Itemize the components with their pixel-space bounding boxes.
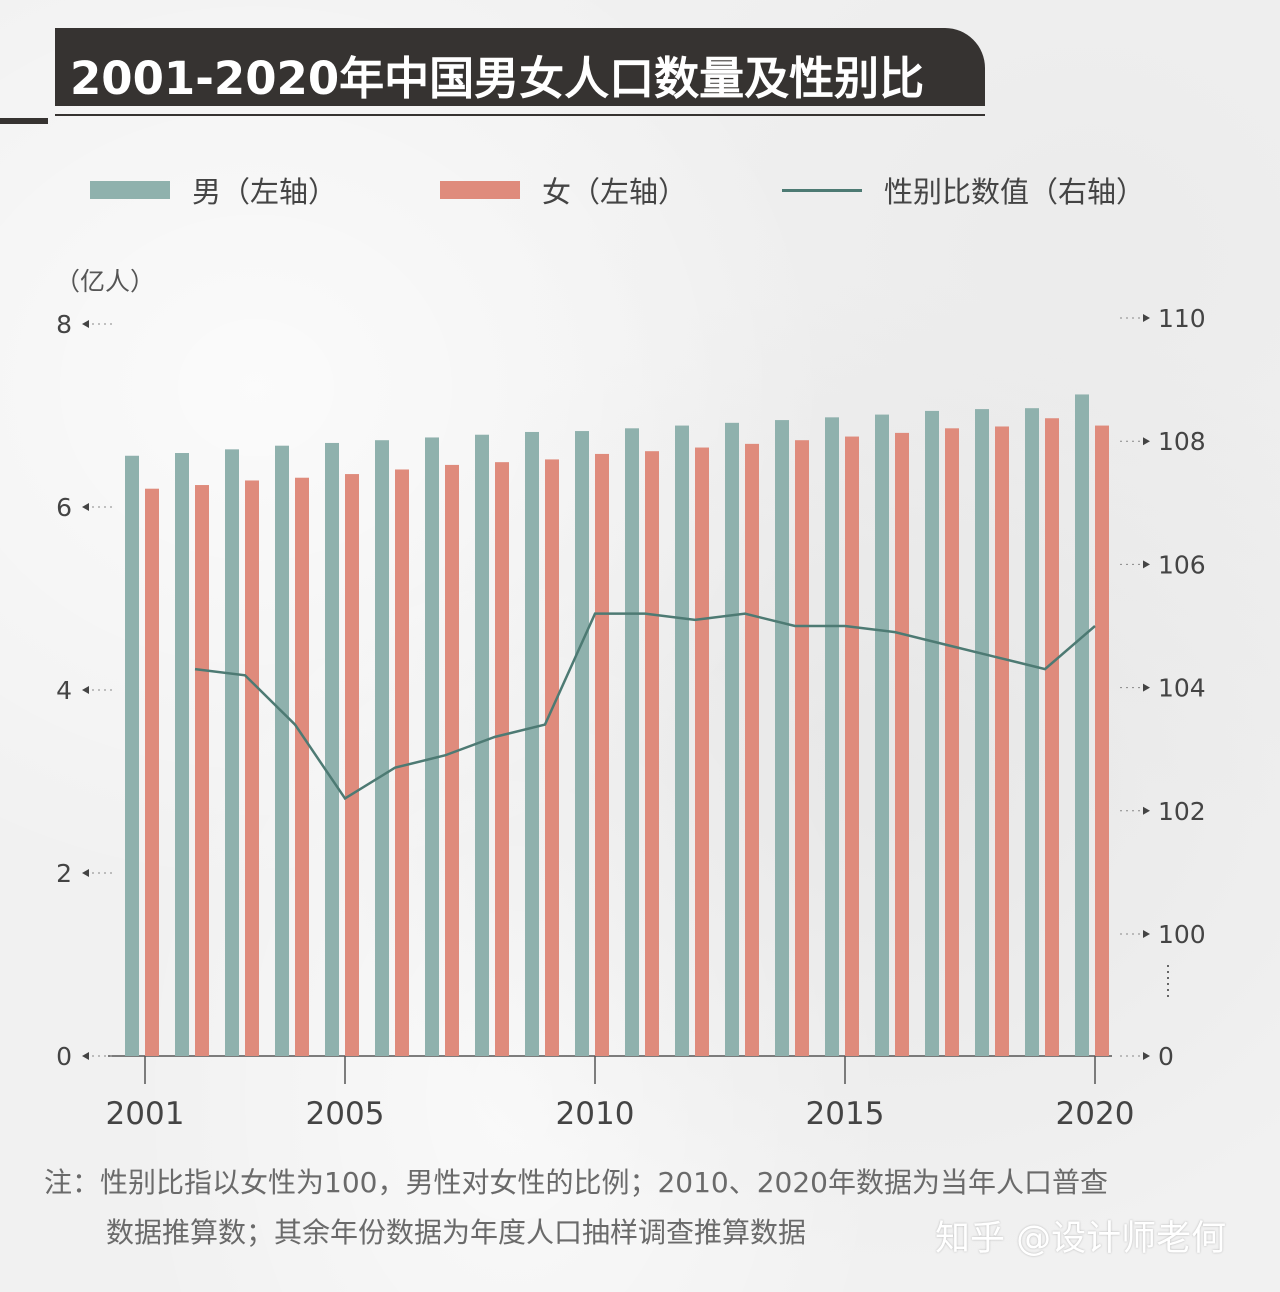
left-axis-tick-arrow — [82, 1052, 89, 1060]
bar-female-2016 — [895, 432, 909, 1056]
legend-female-label: 女（左轴） — [542, 175, 688, 209]
bar-male-2012 — [675, 425, 689, 1056]
bar-male-2010 — [575, 431, 589, 1056]
left-axis-tick-arrow — [82, 320, 89, 328]
bar-male-2013 — [725, 422, 739, 1056]
x-axis-tick-label-2005: 2005 — [306, 1096, 385, 1132]
right-axis-tick-label: 108 — [1158, 427, 1206, 456]
legend-female: 女（左轴） — [440, 170, 687, 210]
right-axis-tick-arrow — [1143, 1052, 1150, 1060]
right-axis-tick-label: 100 — [1158, 920, 1206, 949]
left-axis-unit-label: （亿人） — [55, 267, 156, 296]
right-axis-tick-arrow — [1143, 683, 1150, 692]
legend-ratio-line — [782, 188, 862, 192]
bar-male-2003 — [225, 449, 239, 1057]
bar-male-2019 — [1025, 408, 1039, 1056]
right-axis-tick-label: 104 — [1158, 674, 1206, 703]
legend-male-label: 男（左轴） — [192, 175, 338, 209]
bar-male-2009 — [525, 431, 539, 1057]
title-underline — [55, 114, 985, 116]
bar-male-2016 — [875, 414, 889, 1057]
x-axis-tick-label-2010: 2010 — [556, 1096, 635, 1132]
bar-male-2004 — [275, 445, 289, 1056]
left-axis-tick-arrow — [82, 503, 89, 511]
bar-female-2004 — [295, 477, 309, 1057]
right-axis-tick-label: 0 — [1158, 1042, 1174, 1071]
title-bar — [55, 28, 985, 106]
right-axis-tick-label: 110 — [1158, 304, 1206, 333]
right-axis-tick-arrow — [1143, 437, 1150, 446]
bar-female-2009 — [545, 459, 559, 1056]
bar-male-2005 — [325, 442, 339, 1056]
bar-female-2005 — [345, 474, 359, 1056]
legend-ratio: 性别比数值（右轴） — [782, 170, 1145, 210]
x-axis-tick-label-2020: 2020 — [1056, 1096, 1135, 1132]
left-axis-tick-arrow — [82, 686, 89, 694]
bar-female-2015 — [845, 436, 859, 1056]
legend-ratio-label: 性别比数值（右轴） — [884, 175, 1146, 209]
left-axis-tick-label: 4 — [56, 676, 72, 705]
left-axis-tick-label: 6 — [56, 493, 72, 522]
bar-male-2011 — [625, 428, 639, 1056]
bar-male-2017 — [925, 410, 939, 1056]
bar-female-2003 — [245, 480, 259, 1057]
bar-female-2006 — [395, 469, 409, 1056]
right-axis-tick-label: 106 — [1158, 550, 1206, 579]
bar-male-2001 — [125, 455, 139, 1056]
bar-male-2008 — [475, 434, 489, 1057]
left-axis-tick-label: 0 — [56, 1042, 72, 1071]
bar-female-2017 — [945, 428, 959, 1056]
bar-male-2018 — [975, 409, 989, 1057]
x-axis-tick-label-2001: 2001 — [106, 1096, 185, 1132]
chart-title: 2001-2020年中国男女人口数量及性别比 — [70, 52, 925, 105]
bar-female-2001 — [145, 488, 159, 1056]
right-axis-tick-arrow — [1143, 314, 1150, 322]
bar-female-2011 — [645, 451, 659, 1056]
right-axis-tick-label: 102 — [1158, 797, 1206, 826]
right-axis-tick-arrow — [1143, 560, 1150, 569]
ratio-line — [194, 612, 1096, 801]
bar-female-2020 — [1095, 425, 1109, 1056]
bar-male-2007 — [425, 437, 439, 1057]
bar-female-2018 — [995, 426, 1009, 1057]
legend-male-swatch — [90, 181, 170, 199]
bar-female-2010 — [595, 453, 609, 1056]
bar-female-2012 — [695, 447, 709, 1056]
right-axis-tick-arrow — [1143, 806, 1150, 815]
title-accent — [0, 118, 48, 124]
legend-male: 男（左轴） — [90, 170, 337, 210]
left-axis-tick-arrow — [82, 869, 89, 877]
left-axis-tick-label: 2 — [56, 859, 72, 888]
bar-female-2002 — [195, 485, 209, 1056]
legend-female-swatch — [440, 181, 520, 199]
bar-female-2008 — [495, 462, 509, 1056]
bar-female-2007 — [445, 464, 459, 1056]
x-axis-tick-label-2015: 2015 — [806, 1096, 885, 1132]
bar-male-2015 — [825, 417, 839, 1057]
bar-female-2013 — [745, 443, 759, 1056]
bar-female-2019 — [1045, 418, 1059, 1056]
footnote-line-1: 注：性别比指以女性为100，男性对女性的比例；2010、2020年数据为当年人口… — [44, 1166, 1108, 1199]
left-axis-tick-label: 8 — [56, 310, 72, 339]
bar-male-2006 — [375, 440, 389, 1057]
bar-female-2014 — [795, 440, 809, 1057]
watermark: 知乎 @设计师老何 — [935, 1219, 1227, 1259]
bar-male-2014 — [775, 420, 789, 1056]
bar-male-2002 — [175, 453, 189, 1056]
right-axis-tick-arrow — [1143, 930, 1150, 938]
bar-male-2020 — [1075, 394, 1089, 1057]
footnote-line-2: 数据推算数；其余年份数据为年度人口抽样调查推算数据 — [106, 1216, 807, 1249]
footnote: 注：性别比指以女性为100，男性对女性的比例；2010、2020年数据为当年人口… — [44, 1158, 1244, 1258]
